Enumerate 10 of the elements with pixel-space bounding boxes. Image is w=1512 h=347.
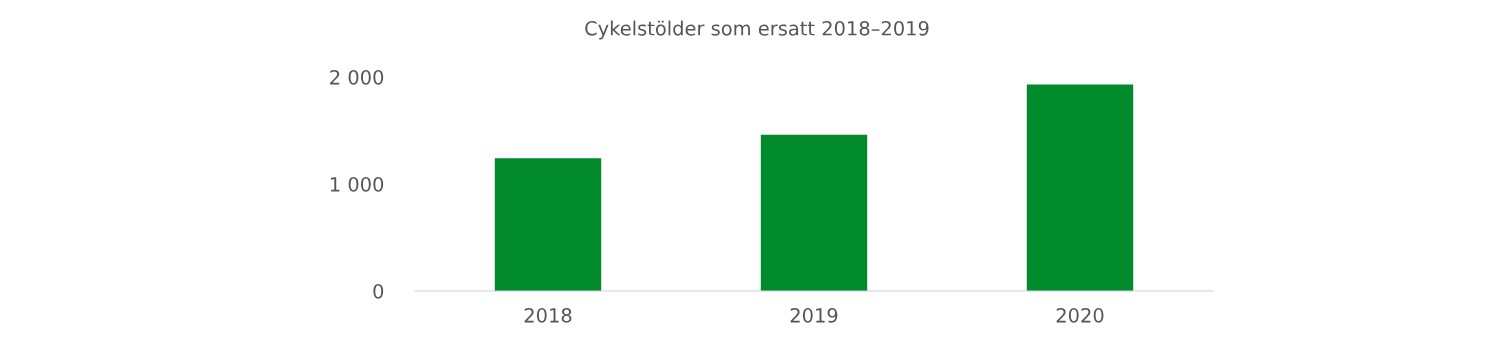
x-tick-label: 2018	[524, 308, 572, 323]
chart-title: Cykelstölder som ersatt 2018–2019	[585, 20, 929, 40]
bar	[760, 134, 868, 291]
y-tick-label: 2 000	[330, 69, 384, 85]
x-tick-label: 2020	[1056, 308, 1104, 323]
bar	[494, 158, 602, 291]
x-tick-label: 2019	[790, 308, 838, 323]
y-tick-label: 0	[373, 283, 384, 299]
bar	[1026, 84, 1134, 291]
y-tick-label: 1 000	[330, 176, 384, 192]
